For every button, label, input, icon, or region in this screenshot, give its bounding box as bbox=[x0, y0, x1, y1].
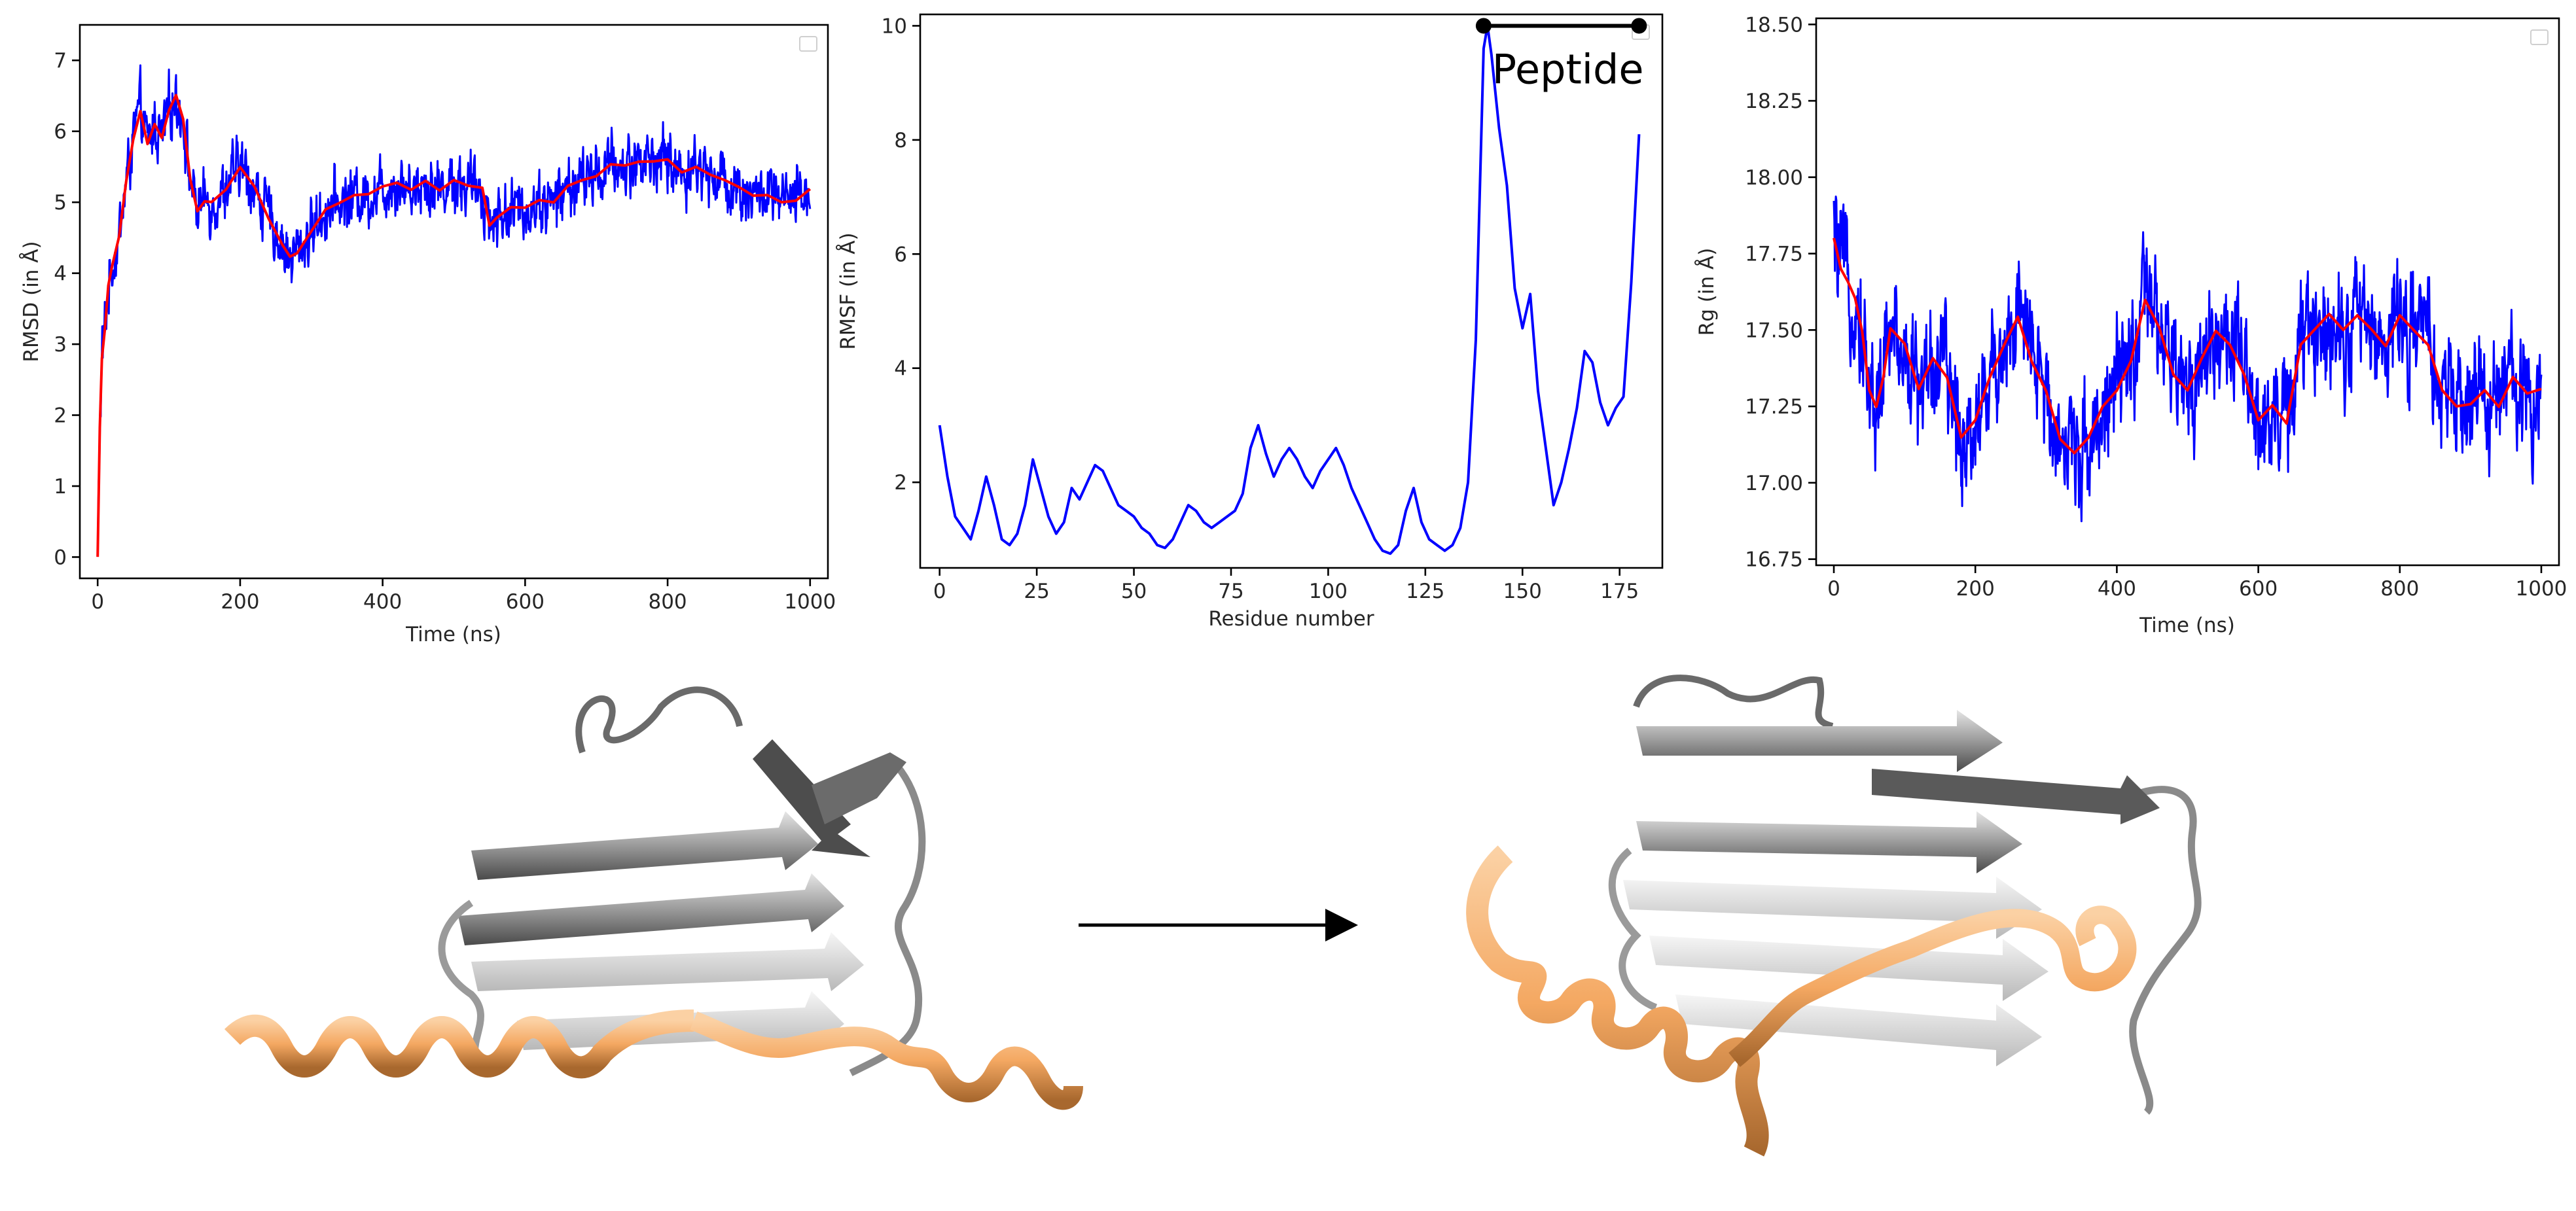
rmsd-legend-box bbox=[799, 36, 817, 52]
rmsd-y-tick-label: 3 bbox=[54, 333, 67, 357]
final-loop-right bbox=[2112, 786, 2202, 1115]
initial-loop-right bbox=[849, 763, 926, 1076]
rg-legend-box bbox=[2530, 29, 2549, 45]
rg-x-ticks: 0 200 400 600 800 1000 bbox=[1827, 565, 2567, 601]
final-strand-6 bbox=[1872, 769, 2160, 824]
rg-x-tick-label: 1000 bbox=[2516, 577, 2567, 601]
rmsf-x-tick-label: 0 bbox=[933, 580, 946, 603]
rmsf-y-tick-label: 4 bbox=[894, 357, 907, 381]
rmsd-y-tick-label: 4 bbox=[54, 262, 67, 286]
rmsf-series-1-line bbox=[938, 24, 1641, 555]
rg-x-tick-label: 800 bbox=[2380, 577, 2419, 601]
rmsf-x-tick-label: 50 bbox=[1121, 580, 1147, 603]
rg-y-tick-label: 17.50 bbox=[1745, 319, 1803, 342]
rmsf-y-tick-label: 10 bbox=[882, 14, 907, 38]
rg-y-tick-label: 18.00 bbox=[1745, 166, 1803, 190]
rmsf-x-tick-label: 125 bbox=[1406, 580, 1444, 603]
rmsd-x-tick-label: 1000 bbox=[784, 590, 836, 614]
peptide-range-end-dot bbox=[1631, 18, 1647, 34]
rmsf-y-tick-label: 6 bbox=[894, 243, 907, 266]
rg-y-tick-label: 17.25 bbox=[1745, 395, 1803, 419]
final-strand-1 bbox=[1636, 710, 2003, 772]
rmsd-y-axis-label: RMSD (in Å) bbox=[20, 241, 43, 362]
rmsd-series-group bbox=[96, 64, 812, 557]
initial-strand-1 bbox=[471, 811, 818, 880]
rmsf-x-tick-label: 150 bbox=[1503, 580, 1542, 603]
rg-x-tick-label: 0 bbox=[1827, 577, 1840, 601]
rmsd-series-1-line bbox=[96, 64, 812, 556]
rmsd-x-tick-label: 600 bbox=[506, 590, 545, 614]
rmsd-x-tick-label: 400 bbox=[363, 590, 402, 614]
rmsd-x-axis-label: Time (ns) bbox=[405, 623, 501, 646]
rg-y-axis-label: Rg (in Å) bbox=[1695, 248, 1719, 336]
rmsd-y-tick-label: 7 bbox=[54, 49, 67, 73]
rmsf-series-group bbox=[938, 24, 1641, 555]
rmsf-y-tick-label: 2 bbox=[894, 471, 907, 495]
final-loop-top bbox=[1633, 675, 1834, 729]
rg-y-ticks: 16.75 17.00 17.25 17.50 17.75 18.00 18.25 18.50 bbox=[1745, 13, 1816, 572]
initial-strand-6 bbox=[812, 752, 906, 824]
rmsd-y-tick-label: 2 bbox=[54, 404, 67, 428]
initial-loop-top bbox=[575, 686, 743, 754]
rmsd-x-ticks: 0 200 400 600 800 1000 bbox=[91, 578, 836, 614]
rg-series-group bbox=[1833, 195, 2543, 523]
rmsf-chart: Peptide 0 25 50 75 100 125 150 175 2 4 6 8 10 Resid… bbox=[836, 13, 1664, 631]
rmsd-x-tick-label: 0 bbox=[91, 590, 104, 614]
rg-y-tick-label: 17.00 bbox=[1745, 472, 1803, 495]
final-strand-3 bbox=[1623, 877, 2042, 939]
rmsd-y-ticks: 0 1 2 3 4 5 6 7 bbox=[54, 49, 80, 569]
rg-y-tick-label: 18.25 bbox=[1745, 90, 1803, 113]
rmsd-y-tick-label: 6 bbox=[54, 120, 67, 144]
rg-series-1-line bbox=[1833, 195, 2543, 523]
initial-strand-3 bbox=[471, 932, 864, 991]
initial-peptide-tail bbox=[690, 1011, 1083, 1110]
rg-plot-frame bbox=[1815, 17, 2560, 567]
final-structure bbox=[1466, 675, 2202, 1157]
rmsf-x-tick-label: 175 bbox=[1600, 580, 1639, 603]
peptide-label: Peptide bbox=[1492, 45, 1644, 93]
rmsf-x-tick-label: 25 bbox=[1024, 580, 1049, 603]
rmsd-y-tick-label: 0 bbox=[54, 546, 67, 569]
structures-row bbox=[224, 675, 2202, 1157]
final-strand-2 bbox=[1636, 811, 2022, 873]
initial-peptide-helix bbox=[224, 1009, 694, 1079]
rg-y-tick-label: 17.75 bbox=[1745, 243, 1803, 266]
rmsf-y-tick-label: 8 bbox=[894, 129, 907, 152]
rmsf-x-tick-label: 100 bbox=[1309, 580, 1348, 603]
rmsf-x-axis-label: Residue number bbox=[1208, 607, 1374, 631]
rg-y-tick-label: 16.75 bbox=[1745, 548, 1803, 572]
rmsf-y-ticks: 2 4 6 8 10 bbox=[882, 14, 920, 495]
rmsf-x-ticks: 0 25 50 75 100 125 150 175 bbox=[933, 568, 1639, 603]
rmsd-x-tick-label: 200 bbox=[221, 590, 259, 614]
rmsd-y-tick-label: 5 bbox=[54, 191, 67, 215]
peptide-annotation: Peptide bbox=[1475, 18, 1647, 93]
rmsd-x-tick-label: 800 bbox=[648, 590, 687, 614]
rmsf-plot-frame bbox=[919, 13, 1664, 569]
rmsf-x-tick-label: 75 bbox=[1218, 580, 1243, 603]
rmsf-y-axis-label: RMSF (in Å) bbox=[836, 232, 860, 349]
rmsd-chart: 0 200 400 600 800 1000 0 1 2 3 4 5 6 7 Time (ns) RMS… bbox=[20, 24, 836, 646]
final-strand-5 bbox=[1675, 994, 2042, 1066]
rg-x-tick-label: 600 bbox=[2239, 577, 2278, 601]
rg-chart: 0 200 400 600 800 1000 16.75 17.00 17.25 17.50 17… bbox=[1695, 13, 2567, 637]
rmsd-series-2-line bbox=[96, 94, 812, 557]
initial-strand-2 bbox=[458, 873, 844, 945]
final-peptide-tail bbox=[1728, 905, 2137, 1067]
rmsd-plot-frame bbox=[79, 24, 829, 580]
rmsd-y-tick-label: 1 bbox=[54, 475, 67, 499]
rg-y-tick-label: 18.50 bbox=[1745, 13, 1803, 37]
initial-strand-5 bbox=[753, 739, 870, 857]
rg-x-tick-label: 400 bbox=[2098, 577, 2136, 601]
peptide-range-start-dot bbox=[1475, 18, 1492, 34]
rg-x-axis-label: Time (ns) bbox=[2139, 614, 2235, 637]
final-loop-left bbox=[1608, 847, 1658, 1011]
initial-structure bbox=[224, 686, 1083, 1110]
rg-series-2-line bbox=[1833, 237, 2542, 455]
rg-x-tick-label: 200 bbox=[1956, 577, 1995, 601]
